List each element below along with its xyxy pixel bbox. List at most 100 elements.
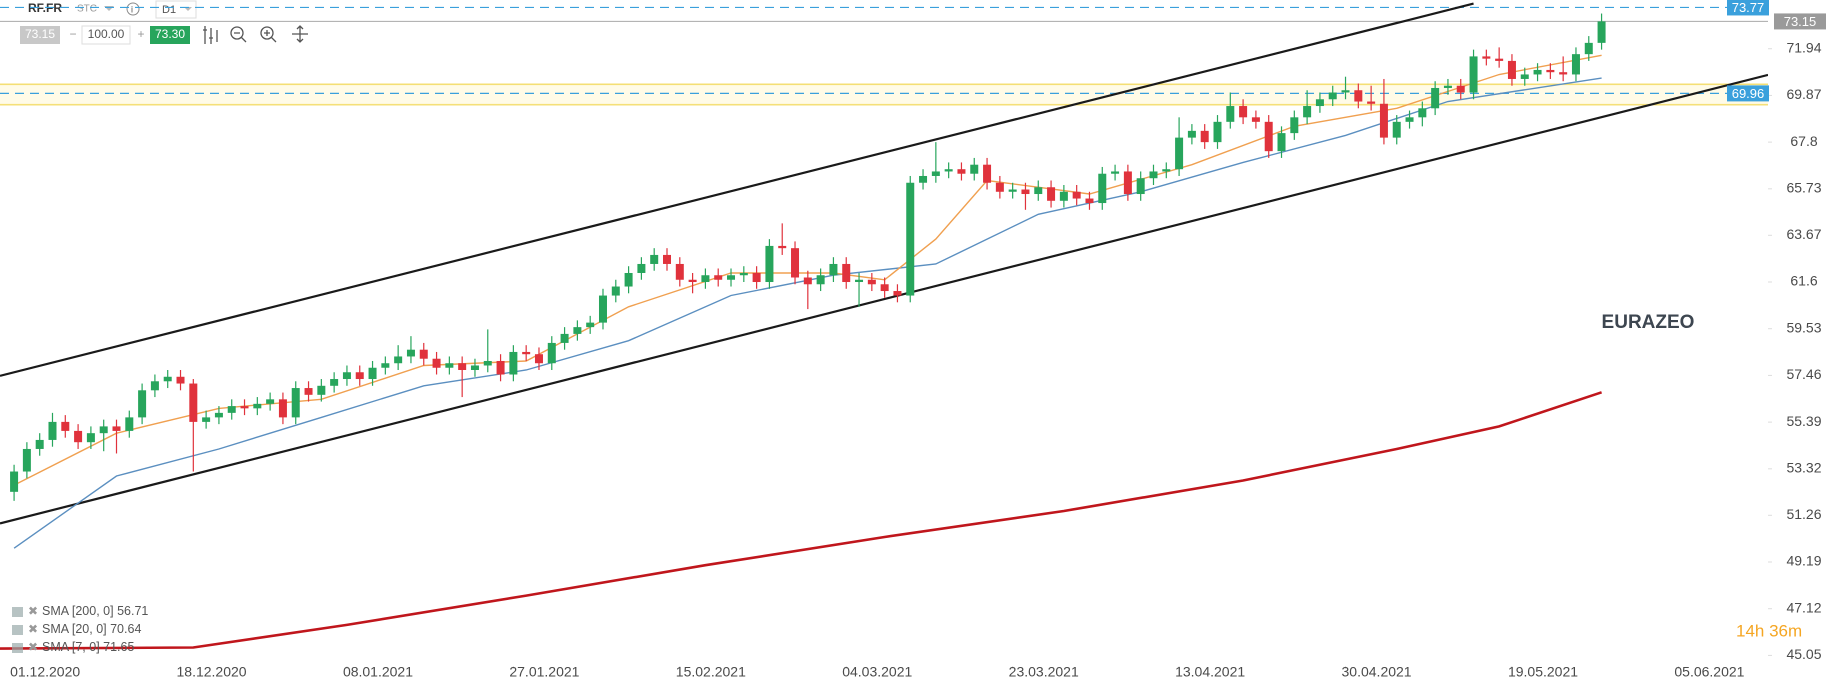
level-label-box (1727, 0, 1769, 16)
trendline (0, 2, 1474, 377)
x-tick-label: 15.02.2021 (676, 664, 746, 680)
candle-body (1328, 92, 1337, 100)
y-tick-label: 49.19 (1786, 553, 1821, 569)
candle-body (598, 295, 607, 323)
last-price-label: 73.15 (1784, 14, 1817, 29)
candle-body (919, 175, 928, 183)
candle-body (227, 406, 236, 413)
candle-body (1303, 106, 1312, 118)
x-tick-label: 18.12.2020 (177, 664, 247, 680)
legend-value: 56.71 (117, 604, 148, 618)
volume-box[interactable] (81, 25, 131, 45)
legend-remove[interactable]: ✖ (28, 622, 38, 636)
candle-body (125, 417, 134, 431)
volume: 100.00 (88, 27, 125, 41)
plus[interactable]: + (137, 27, 144, 41)
candle-body (931, 171, 940, 176)
y-tick-label: 61.6 (1790, 273, 1817, 289)
info-i: i (131, 4, 133, 14)
candle-body (1251, 117, 1260, 122)
bid: 73.15 (25, 27, 55, 41)
candle-body (189, 383, 198, 422)
candle-body (803, 277, 812, 285)
candle-body (253, 403, 262, 409)
candle-body (1559, 72, 1568, 75)
trendline (0, 73, 1768, 525)
candle-body (1443, 85, 1452, 88)
bid-box[interactable] (20, 26, 60, 44)
interval: D1 (162, 4, 176, 16)
candle-body (906, 182, 915, 296)
candle-body (1533, 69, 1542, 75)
candle-body (330, 379, 339, 386)
candle-body (176, 376, 185, 384)
candle-body (278, 399, 287, 418)
candle-body (1392, 121, 1401, 138)
y-tick-label: 45.05 (1786, 646, 1821, 662)
candle-body (663, 254, 672, 264)
interval-box[interactable] (155, 0, 197, 19)
candle-body (829, 263, 838, 276)
candle-body (650, 254, 659, 264)
candle-body (138, 390, 147, 418)
candle-body (944, 169, 953, 172)
candle-body (304, 388, 313, 395)
y-tick-label: 59.53 (1786, 319, 1821, 335)
x-tick-label: 23.03.2021 (1009, 664, 1079, 680)
symbol[interactable]: RF.FR (28, 1, 62, 15)
candle-body (355, 372, 364, 380)
y-tick-label: 53.32 (1786, 460, 1821, 476)
y-tick-label: 65.73 (1786, 180, 1821, 196)
legend-remove[interactable]: ✖ (28, 604, 38, 618)
candle-body (240, 406, 249, 409)
candle-body (266, 399, 275, 404)
candle-body (816, 275, 825, 285)
candle-body (573, 327, 582, 334)
candle-body (496, 360, 505, 375)
y-tick-label: 69.87 (1786, 86, 1821, 102)
x-tick-label: 08.01.2021 (343, 664, 413, 680)
candle-body (61, 421, 70, 431)
level-label: 73.77 (1732, 0, 1765, 15)
candle-body (1187, 130, 1196, 138)
minus[interactable]: − (69, 27, 76, 41)
candle-body (470, 365, 479, 370)
candle-body (714, 275, 723, 280)
candle-body (1584, 42, 1593, 55)
candle-body (163, 376, 172, 382)
candle-body (394, 356, 403, 364)
chart-tools[interactable] (203, 25, 308, 44)
info-icon[interactable] (126, 2, 140, 16)
legend-icon (12, 625, 23, 635)
candle-body (150, 381, 159, 391)
candle-body (48, 421, 57, 440)
candle-body (1277, 133, 1286, 152)
candle-body (1354, 90, 1363, 102)
candle-body (701, 275, 710, 283)
candle-body (765, 245, 774, 283)
candle-body (1315, 99, 1324, 107)
legend-value: 70.64 (110, 622, 141, 636)
candle-body (1571, 54, 1580, 75)
x-tick-label: 05.06.2021 (1674, 664, 1744, 680)
candle-body (1123, 171, 1132, 195)
candle-body (1239, 106, 1248, 118)
candle-body (1469, 56, 1478, 93)
candle-body (1136, 178, 1145, 195)
candle-body (1264, 121, 1273, 152)
y-tick-label: 71.94 (1786, 39, 1821, 55)
candle-body (342, 372, 351, 380)
legend-name: SMA [20, 0] (42, 622, 107, 636)
candle-body (1379, 103, 1388, 138)
candle-body (458, 363, 467, 370)
legend-remove[interactable]: ✖ (28, 640, 38, 654)
ask-box[interactable] (150, 26, 190, 44)
candle-body (1175, 137, 1184, 170)
candle-body (1226, 106, 1235, 122)
timer: 14h 36m (1736, 621, 1802, 640)
legend-text: SMA [200, 0] 56.71 (42, 604, 148, 618)
candle-body (1546, 69, 1555, 73)
x-tick-label: 30.04.2021 (1342, 664, 1412, 680)
candle-body (1085, 198, 1094, 204)
